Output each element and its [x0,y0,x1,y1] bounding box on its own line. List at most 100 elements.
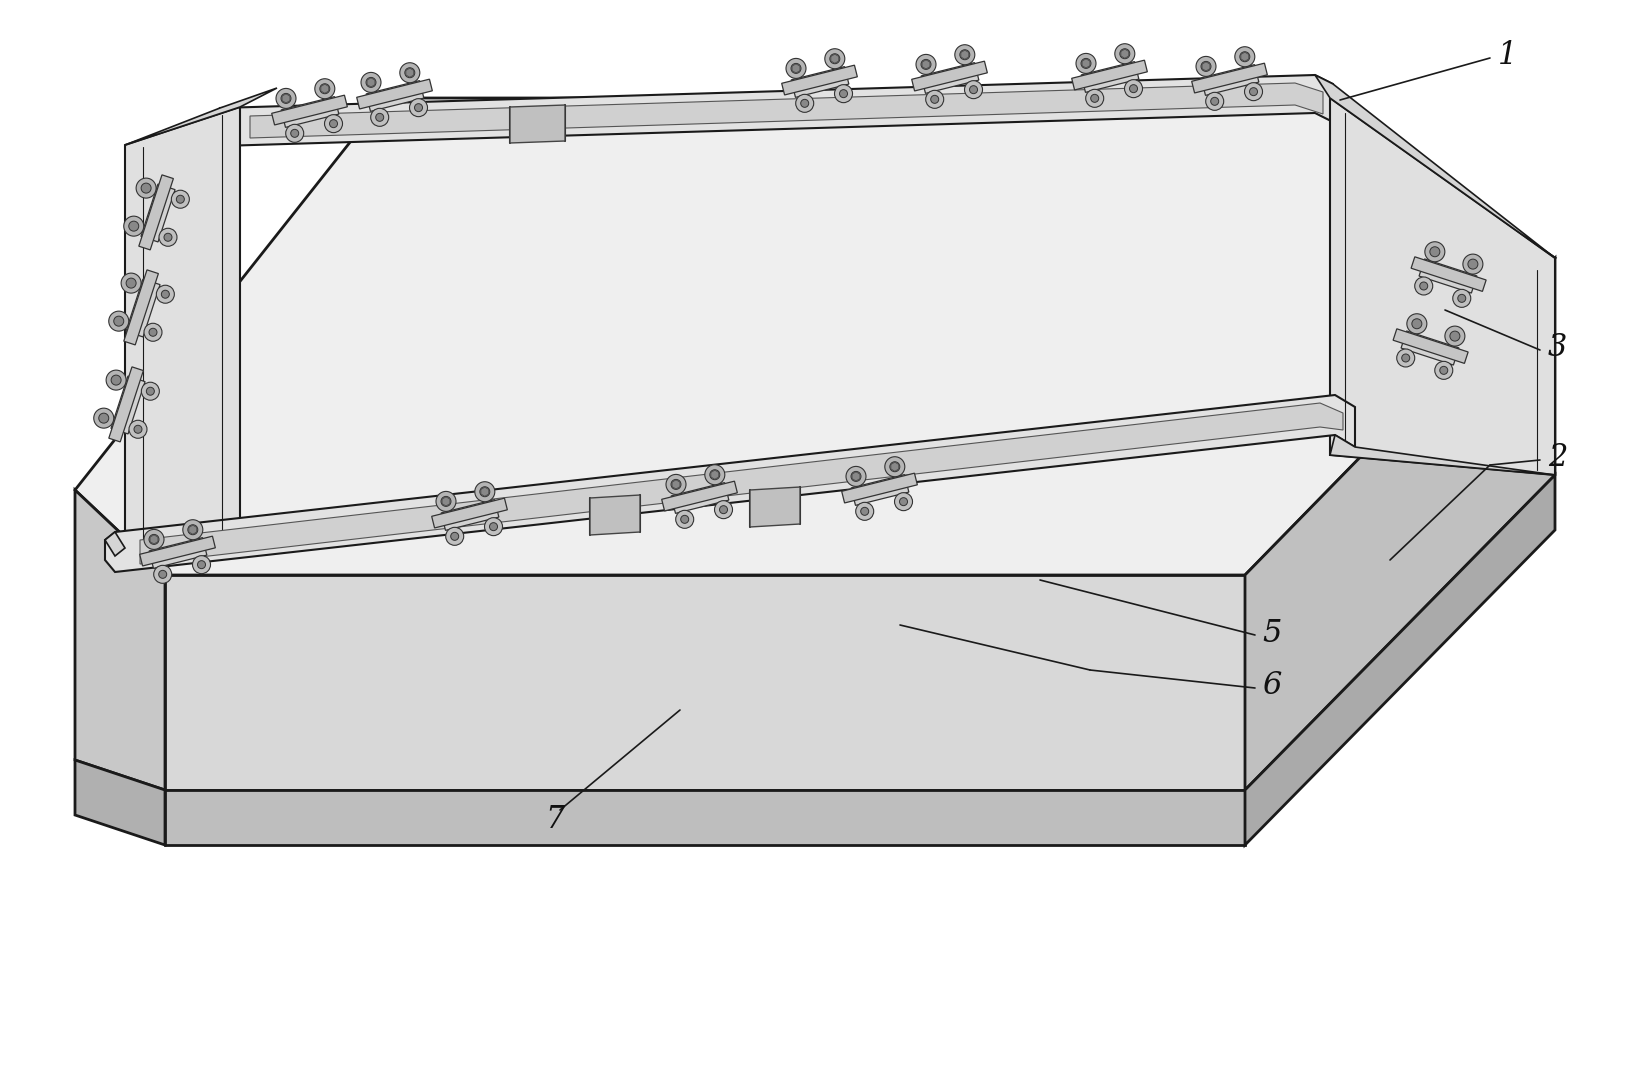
Circle shape [375,114,384,121]
Circle shape [1434,361,1452,379]
Polygon shape [1241,53,1247,61]
Polygon shape [710,471,718,479]
Polygon shape [111,376,144,434]
Circle shape [1439,367,1447,374]
Polygon shape [670,482,728,513]
Circle shape [113,316,123,326]
Polygon shape [108,367,143,442]
Circle shape [785,58,805,78]
Circle shape [931,95,938,103]
Text: 1: 1 [1496,40,1516,71]
Circle shape [141,183,151,193]
Circle shape [1205,92,1223,110]
Polygon shape [960,50,969,59]
Circle shape [315,78,334,99]
Circle shape [290,130,298,137]
Circle shape [446,527,464,546]
Circle shape [851,472,860,481]
Polygon shape [75,490,166,790]
Polygon shape [356,79,433,109]
Circle shape [710,470,720,480]
Circle shape [410,99,428,117]
Polygon shape [831,55,838,63]
Circle shape [969,86,977,93]
Polygon shape [672,480,680,489]
Polygon shape [1119,49,1128,58]
Circle shape [156,285,174,303]
Polygon shape [1410,257,1485,292]
Polygon shape [125,88,277,145]
Circle shape [720,506,728,513]
Circle shape [1080,58,1090,69]
Polygon shape [126,279,161,337]
Circle shape [285,124,303,143]
Circle shape [1234,47,1254,66]
Polygon shape [75,98,1554,575]
Polygon shape [852,472,859,481]
Circle shape [197,561,205,568]
Circle shape [370,108,388,126]
Circle shape [898,497,906,506]
Circle shape [164,234,172,241]
Polygon shape [75,760,166,845]
Circle shape [1411,318,1421,329]
Polygon shape [166,575,1244,790]
Polygon shape [841,473,916,503]
Polygon shape [431,498,506,527]
Text: 2: 2 [1547,443,1567,474]
Polygon shape [921,60,929,69]
Circle shape [365,77,375,88]
Circle shape [1124,79,1142,98]
Polygon shape [1244,258,1554,790]
Circle shape [921,59,931,70]
Polygon shape [280,96,339,128]
Circle shape [161,291,169,298]
Circle shape [136,178,156,198]
Circle shape [1406,314,1426,333]
Circle shape [1249,88,1257,95]
Circle shape [1467,259,1477,269]
Polygon shape [272,95,347,125]
Polygon shape [1201,62,1210,71]
Circle shape [159,570,167,578]
Circle shape [129,221,139,232]
Circle shape [144,324,162,341]
Circle shape [134,426,143,433]
Polygon shape [443,497,449,506]
Circle shape [484,518,502,536]
Circle shape [675,510,693,528]
Circle shape [182,520,203,539]
Circle shape [824,48,844,69]
Circle shape [1424,242,1444,262]
Polygon shape [921,62,978,93]
Polygon shape [1314,75,1554,258]
Circle shape [98,413,108,423]
Polygon shape [1418,259,1477,293]
Circle shape [149,535,159,545]
Circle shape [959,49,969,60]
Circle shape [800,100,808,107]
Polygon shape [1082,59,1090,68]
Circle shape [795,94,813,113]
Circle shape [129,420,148,438]
Text: 3: 3 [1547,332,1567,363]
Circle shape [107,370,126,390]
Circle shape [488,523,497,531]
Polygon shape [139,175,174,250]
Circle shape [405,68,415,78]
Polygon shape [365,80,423,111]
Circle shape [1119,48,1129,59]
Polygon shape [282,94,290,103]
Circle shape [954,45,974,64]
Polygon shape [139,536,215,566]
Circle shape [361,73,380,92]
Circle shape [400,63,420,83]
Circle shape [436,491,456,511]
Polygon shape [749,487,800,527]
Polygon shape [1329,98,1554,475]
Circle shape [885,457,905,477]
Circle shape [154,565,172,583]
Polygon shape [1400,331,1459,366]
Circle shape [320,84,329,93]
Text: 5: 5 [1262,617,1280,649]
